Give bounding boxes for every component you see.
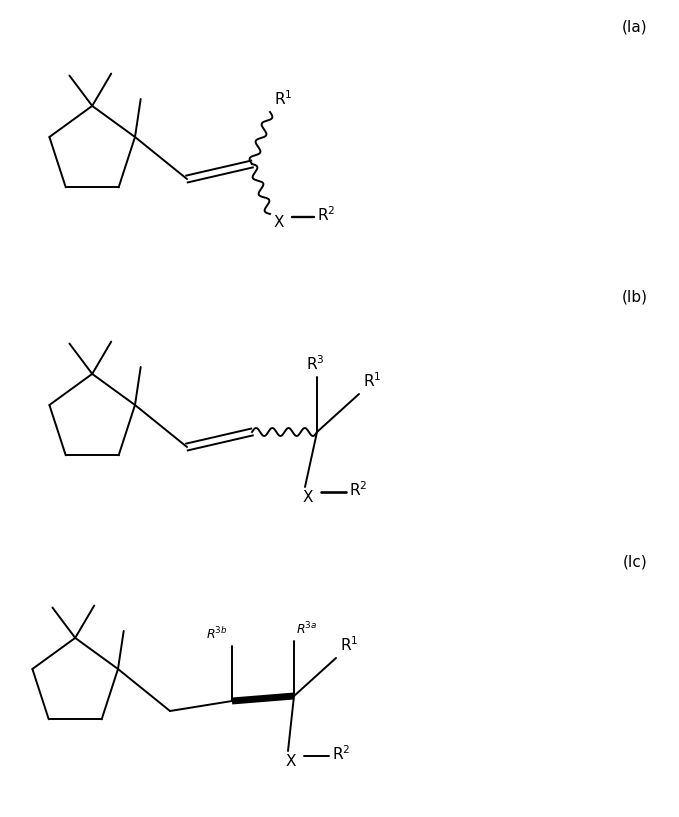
Text: (Ic): (Ic) (623, 555, 647, 569)
Text: $\mathregular{R}^2$: $\mathregular{R}^2$ (317, 206, 335, 225)
Text: (Ia): (Ia) (622, 20, 648, 34)
Text: $\mathregular{R}^2$: $\mathregular{R}^2$ (349, 480, 367, 499)
Text: $\mathregular{R}^1$: $\mathregular{R}^1$ (340, 636, 359, 654)
Text: $\mathregular{R}^{3a}$: $\mathregular{R}^{3a}$ (296, 620, 317, 637)
Text: X: X (286, 753, 297, 769)
Text: $\mathregular{R}^3$: $\mathregular{R}^3$ (306, 355, 325, 373)
Text: $\mathregular{R}^1$: $\mathregular{R}^1$ (363, 371, 382, 390)
Text: $\mathregular{R}^{3b}$: $\mathregular{R}^{3b}$ (206, 626, 228, 642)
Text: (Ib): (Ib) (622, 289, 648, 305)
Text: $\mathregular{R}^1$: $\mathregular{R}^1$ (274, 89, 293, 108)
Text: $\mathregular{R}^2$: $\mathregular{R}^2$ (332, 744, 350, 763)
Text: X: X (274, 215, 285, 230)
Text: X: X (303, 489, 314, 505)
